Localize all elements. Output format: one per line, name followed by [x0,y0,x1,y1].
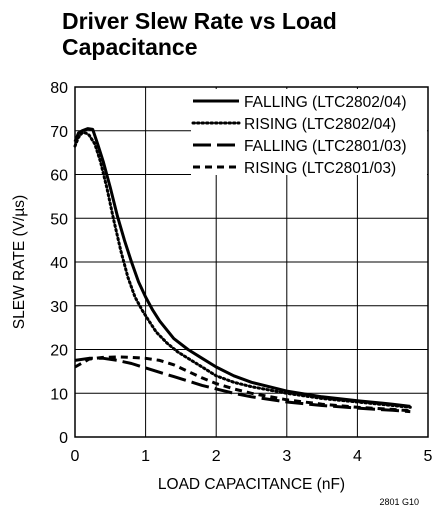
legend-background [191,89,427,175]
figure-id: 2801 G10 [379,497,419,507]
y-tick-label: 30 [50,299,68,316]
x-tick-label: 4 [353,448,362,465]
series-line [73,131,412,409]
y-tick-label: 40 [50,255,68,272]
data-series [73,127,412,414]
y-tick-label: 60 [50,168,68,185]
plot-frame [74,86,429,438]
y-tick-label: 80 [50,80,68,97]
y-axis-label: SLEW RATE (V/µs) [11,195,28,329]
chart-title: Driver Slew Rate vs Load Capacitance [62,8,422,60]
x-tick-label: 3 [282,448,291,465]
y-tick-label: 70 [50,124,68,141]
chart-title-line-2: Capacitance [62,34,198,60]
series-line [73,127,411,408]
x-axis-label: LOAD CAPACITANCE (nF) [158,476,345,493]
legend-label: FALLING (LTC2802/04) [244,94,407,111]
y-tick-label: 10 [50,386,68,403]
x-tick-label: 0 [71,448,80,465]
x-tick-label: 1 [141,448,150,465]
x-tick-label: 2 [212,448,221,465]
legend-label: RISING (LTC2802/04) [244,116,396,133]
chart-title-line-1: Driver Slew Rate vs Load [62,8,337,34]
series-line [74,355,411,413]
legend: FALLING (LTC2802/04) RISING (LTC2802/04) F… [191,89,427,177]
legend-label: FALLING (LTC2801/03) [244,138,407,155]
legend-label: RISING (LTC2801/03) [244,160,396,177]
series-line [74,356,411,414]
y-tick-label: 20 [50,343,68,360]
y-tick-label: 50 [50,211,68,228]
x-tick-label: 5 [424,448,433,465]
y-tick-label: 0 [59,430,68,447]
